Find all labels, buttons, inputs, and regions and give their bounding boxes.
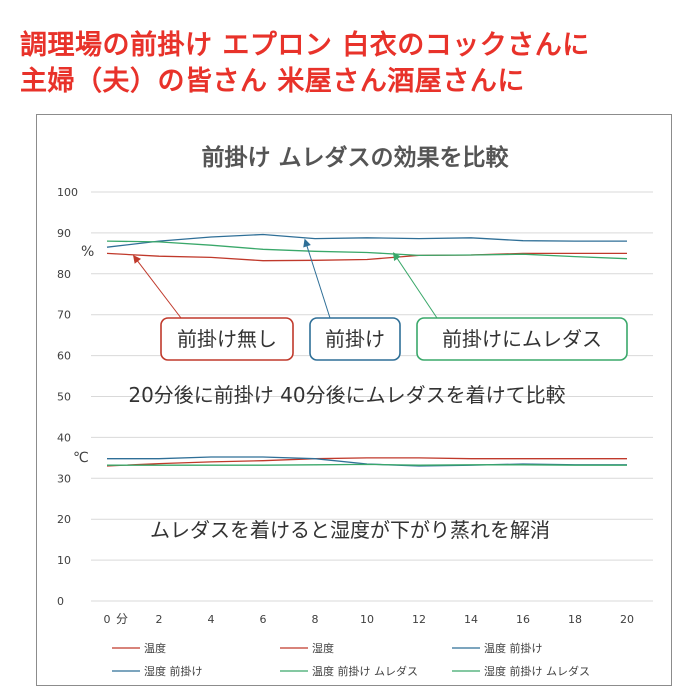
- x-tick-labels: 0 2 4 6 8 10 12 14 16 18 20: [104, 613, 635, 626]
- x-tick-16: 16: [516, 613, 530, 626]
- y-tick-20: 20: [57, 513, 71, 526]
- callout-arrow-1: [305, 242, 331, 319]
- x-tick-14: 14: [464, 613, 478, 626]
- x-tick-2: 2: [156, 613, 163, 626]
- callout-box-0: [160, 317, 294, 361]
- legend-label-5: 湿度 前掛け ムレダス: [484, 664, 590, 678]
- x-tick-18: 18: [568, 613, 582, 626]
- x-unit-label: 分: [116, 612, 128, 626]
- callout-arrowhead-0: [133, 254, 142, 264]
- legend-label-1: 湿度: [312, 641, 334, 655]
- note-comparison: 20分後に前掛け 40分後にムレダスを着けて比較: [128, 383, 565, 407]
- x-tick-8: 8: [312, 613, 319, 626]
- callout-arrow-2: [394, 255, 438, 319]
- legend-label-2: 温度 前掛け: [484, 641, 543, 655]
- callout-arrows: [133, 238, 438, 319]
- chart-title: 前掛け ムレダスの効果を比較: [201, 144, 509, 171]
- series-line-1: [106, 252, 627, 262]
- callout-text-2: 前掛けにムレダス: [442, 327, 602, 351]
- legend-label-0: 温度: [144, 641, 166, 655]
- x-tick-4: 4: [208, 613, 215, 626]
- callout-box-1: [309, 317, 401, 361]
- y-tick-50: 50: [57, 391, 71, 404]
- series-line-3: [106, 233, 627, 248]
- x-tick-12: 12: [412, 613, 426, 626]
- callout-arrowhead-1: [303, 238, 311, 248]
- y-tick-labels: 0 10 20 30 40 50 60 70 80 90 100: [57, 186, 78, 608]
- y-tick-60: 60: [57, 350, 71, 363]
- y-tick-40: 40: [57, 431, 71, 444]
- y-tick-30: 30: [57, 472, 71, 485]
- y-tick-0: 0: [57, 595, 64, 608]
- x-tick-20: 20: [620, 613, 634, 626]
- percent-unit-label: %: [81, 244, 94, 260]
- x-tick-0: 0: [104, 613, 111, 626]
- headline-line-1: 調理場の前掛け エプロン 白衣のコックさんに: [20, 30, 590, 61]
- headline-line-2: 主婦（夫）の皆さん 米屋さん酒屋さんに: [20, 66, 525, 97]
- note-result: ムレダスを着けると湿度が下がり蒸れを解消: [150, 518, 550, 542]
- legend-label-3: 湿度 前掛け: [144, 664, 203, 678]
- callout-text-1: 前掛け: [325, 327, 385, 351]
- y-tick-10: 10: [57, 554, 71, 567]
- callout-arrowhead-2: [393, 252, 401, 261]
- x-tick-10: 10: [360, 613, 374, 626]
- series-lines: [106, 233, 628, 467]
- callout-box-2: [416, 317, 628, 361]
- y-tick-100: 100: [57, 186, 78, 199]
- series-line-5: [106, 240, 628, 260]
- callout-text-0: 前掛け無し: [177, 327, 277, 351]
- chart-frame: 前掛け ムレダスの効果を比較 0 10 20 30 40 50 60 70 80 90 100 0 2…: [36, 114, 672, 686]
- legend-label-4: 温度 前掛け ムレダス: [312, 664, 418, 678]
- series-line-0: [106, 457, 627, 467]
- line-chart: 前掛け ムレダスの効果を比較 0 10 20 30 40 50 60 70 80 90 100 0 2…: [57, 144, 653, 678]
- x-tick-6: 6: [260, 613, 267, 626]
- y-tick-90: 90: [57, 227, 71, 240]
- callout-arrow-0: [135, 257, 182, 319]
- y-tick-70: 70: [57, 309, 71, 322]
- callouts: 前掛け無し 前掛け 前掛けにムレダス: [160, 317, 628, 361]
- y-tick-80: 80: [57, 268, 71, 281]
- series-line-4: [107, 463, 627, 466]
- celsius-unit-label: ℃: [73, 450, 89, 466]
